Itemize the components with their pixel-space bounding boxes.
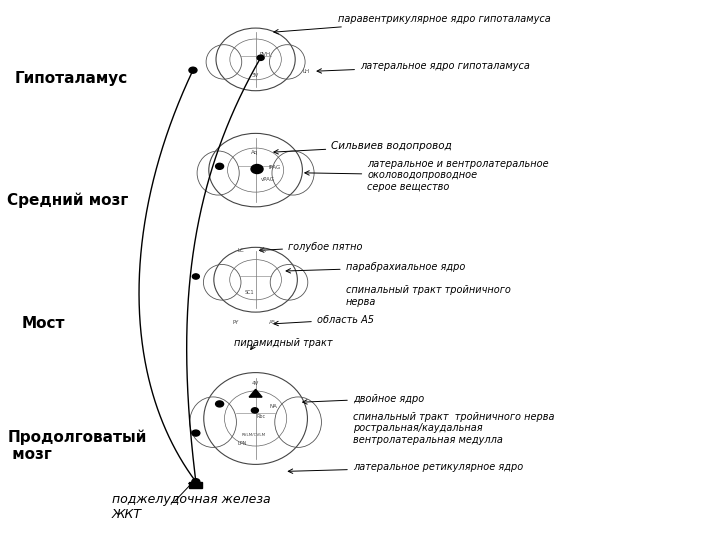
Circle shape: [251, 408, 258, 413]
Text: Мост: Мост: [22, 316, 65, 332]
Text: PVH: PVH: [259, 51, 271, 57]
Text: LH: LH: [302, 69, 310, 74]
Text: A5: A5: [269, 320, 276, 326]
Text: LC: LC: [238, 248, 245, 253]
Text: латеральное и вентролатеральное
околоводопроводное
серое вещество: латеральное и вентролатеральное околовод…: [305, 159, 549, 192]
Text: lPAG: lPAG: [269, 165, 282, 170]
Text: vPAG: vPAG: [261, 177, 275, 182]
Circle shape: [192, 430, 200, 436]
Text: 4V: 4V: [251, 381, 258, 386]
Text: 3V: 3V: [252, 73, 259, 78]
Text: LPN: LPN: [237, 441, 247, 447]
Text: голубое пятно: голубое пятно: [259, 242, 362, 252]
Text: спинальный тракт тройничного
нерва: спинальный тракт тройничного нерва: [346, 285, 510, 307]
Text: паравентрикулярное ядро гипоталамуса: паравентрикулярное ядро гипоталамуса: [274, 14, 551, 34]
Text: NA: NA: [270, 403, 277, 409]
Text: Rbc: Rbc: [256, 414, 265, 420]
Polygon shape: [249, 389, 262, 397]
Text: SC1: SC1: [244, 290, 254, 295]
Circle shape: [251, 165, 263, 173]
Text: Гипоталамус: Гипоталамус: [14, 71, 127, 86]
Text: спинальный тракт  тройничного нерва: спинальный тракт тройничного нерва: [353, 412, 554, 422]
Circle shape: [215, 163, 224, 170]
Text: Средний мозг: Средний мозг: [7, 192, 128, 207]
Text: парабрахиальное ядро: парабрахиальное ядро: [286, 262, 465, 273]
Text: PY: PY: [233, 320, 239, 326]
Text: двойное ядро: двойное ядро: [302, 394, 424, 404]
Circle shape: [189, 67, 197, 73]
Text: PR: PR: [259, 248, 266, 253]
Text: область А5: область А5: [274, 315, 374, 326]
Text: ростральная/каудальная
вентролатеральная медулла: ростральная/каудальная вентролатеральная…: [353, 423, 503, 445]
Circle shape: [215, 401, 224, 407]
Circle shape: [192, 274, 199, 279]
Text: Aq: Aq: [251, 150, 258, 155]
Text: Продолговатый
 мозг: Продолговатый мозг: [7, 429, 147, 462]
Text: поджелудочная железа
ЖКТ: поджелудочная железа ЖКТ: [112, 492, 270, 521]
Text: латеральное ретикулярное ядро: латеральное ретикулярное ядро: [288, 462, 523, 474]
Circle shape: [192, 478, 200, 485]
Text: пирамидный тракт: пирамидный тракт: [234, 338, 333, 348]
Text: RVLM/CVLM: RVLM/CVLM: [241, 433, 266, 437]
Text: латеральное ядро гипоталамуса: латеральное ядро гипоталамуса: [317, 61, 530, 73]
Circle shape: [257, 55, 264, 60]
Bar: [189, 482, 202, 488]
Text: Сильвиев водопровод: Сильвиев водопровод: [274, 141, 452, 154]
